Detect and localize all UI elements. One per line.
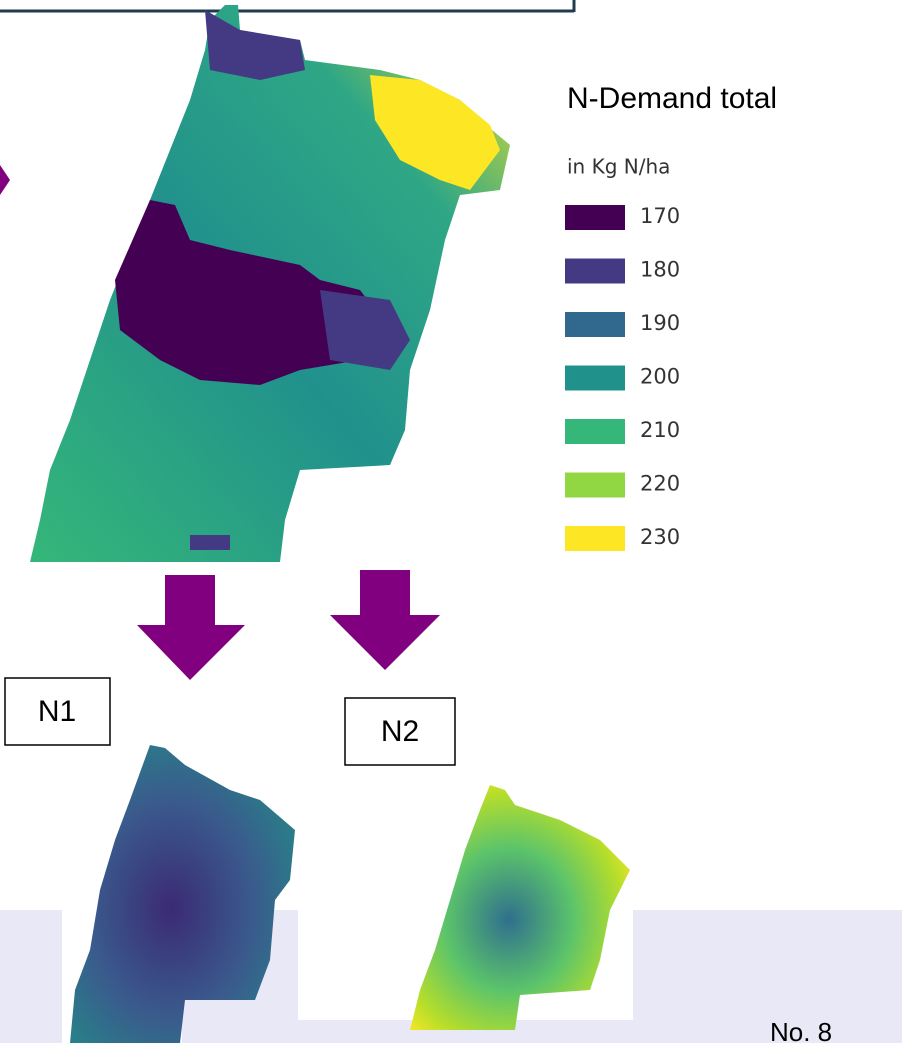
legend-label: 210 <box>640 418 680 442</box>
legend-swatch <box>565 419 625 444</box>
slide-canvas: N1 N2 N-Demand total in Kg N/ha 170 180 19… <box>0 0 902 1043</box>
legend-swatch <box>565 526 625 551</box>
legend-swatch <box>565 366 625 391</box>
legend: 170 180 190 200 210 220 230 <box>565 204 680 551</box>
legend-label: 190 <box>640 311 680 335</box>
legend-label: 220 <box>640 472 680 496</box>
legend-label: 170 <box>640 204 680 228</box>
legend-swatch <box>565 205 625 230</box>
arrow <box>330 570 440 670</box>
legend-label: 180 <box>640 258 680 282</box>
legend-swatch <box>565 259 625 284</box>
legend-label: 200 <box>640 365 680 389</box>
slide: N1 N2 N-Demand total in Kg N/ha 170 180 19… <box>0 0 902 1043</box>
arrow <box>0 165 10 195</box>
page-number: No. 8 <box>770 1017 832 1043</box>
label-n1: N1 <box>38 695 76 728</box>
label-n2: N2 <box>381 715 419 748</box>
legend-unit: in Kg N/ha <box>567 155 670 179</box>
arrow <box>137 575 245 680</box>
legend-swatch <box>565 473 625 498</box>
main-map <box>30 5 510 562</box>
legend-swatch <box>565 312 625 337</box>
legend-title: N-Demand total <box>567 82 777 115</box>
legend-label: 230 <box>640 525 680 549</box>
